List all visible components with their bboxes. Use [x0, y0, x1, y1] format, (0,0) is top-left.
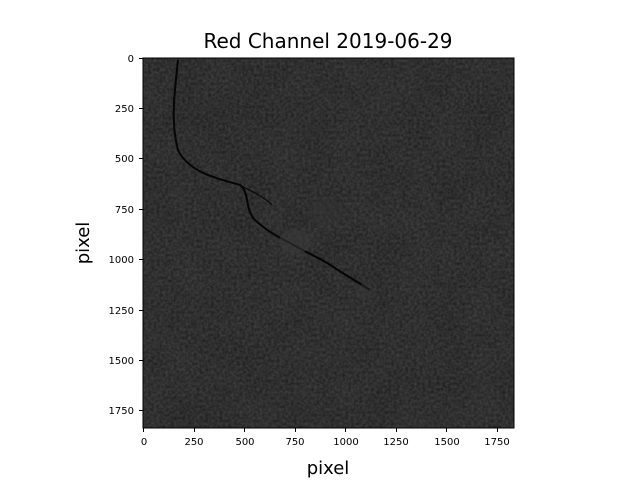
y-axis: 0 250 500 750 1000 1250 1500 1750 — [109, 54, 143, 417]
y-axis-label: pixel — [73, 222, 94, 265]
x-tick-label: 500 — [235, 437, 254, 448]
x-tick-label: 750 — [285, 437, 304, 448]
y-tick-label: 250 — [115, 104, 134, 115]
y-tick-label: 0 — [128, 54, 134, 65]
x-tick-label: 1000 — [333, 437, 358, 448]
y-tick-label: 1750 — [109, 406, 134, 417]
x-axis: 0 250 500 750 1000 1250 1500 1750 — [141, 428, 510, 448]
x-tick-label: 250 — [184, 437, 203, 448]
y-tick-label: 1250 — [109, 306, 134, 317]
y-tick-label: 1000 — [109, 255, 134, 266]
x-axis-label: pixel — [307, 458, 350, 479]
satellite-image — [143, 58, 514, 428]
image-frame — [142, 57, 515, 429]
y-tick-label: 500 — [115, 154, 134, 165]
x-tick-label: 0 — [141, 437, 147, 448]
y-tick-label: 1500 — [109, 356, 134, 367]
x-tick-label: 1500 — [434, 437, 459, 448]
x-tick-label: 1750 — [484, 437, 509, 448]
figure-title: Red Channel 2019-06-29 — [203, 29, 452, 53]
urban-area — [279, 230, 311, 254]
x-tick-label: 1250 — [383, 437, 408, 448]
river-feature — [172, 59, 371, 291]
y-tick-label: 750 — [115, 205, 134, 216]
